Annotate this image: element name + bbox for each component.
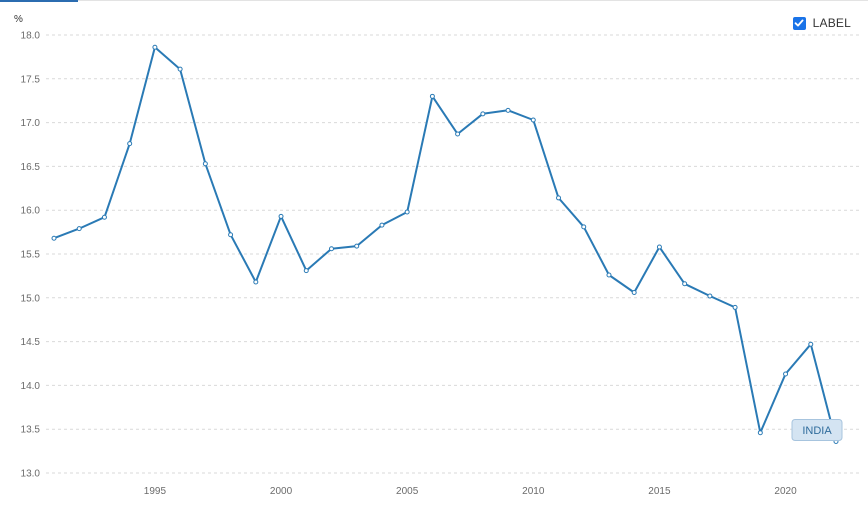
y-tick-label: 16.0 <box>21 206 41 217</box>
series-tag-group: INDIA <box>791 418 843 441</box>
x-tick-label: 2000 <box>270 486 293 497</box>
data-point <box>682 281 688 287</box>
data-point <box>379 222 385 228</box>
y-axis-ticks: 13.0 13.5 14.0 14.5 15.0 15.5 16.0 16.5 17.0 17.5… <box>21 31 41 480</box>
x-tick-label: 2005 <box>396 486 419 497</box>
y-tick-label: 15.0 <box>21 293 41 304</box>
data-point <box>328 246 334 252</box>
data-point <box>404 209 410 215</box>
data-point <box>177 66 183 72</box>
y-tick-label: 14.0 <box>21 381 41 392</box>
data-point <box>707 293 713 299</box>
data-point <box>101 214 107 220</box>
data-point <box>530 117 536 123</box>
data-point <box>732 304 738 310</box>
data-point <box>253 279 259 285</box>
y-tick-label: 13.0 <box>21 469 41 480</box>
series-name-tag: INDIA <box>791 418 843 441</box>
y-tick-label: 17.0 <box>21 118 41 129</box>
data-point <box>202 161 208 167</box>
data-point <box>480 111 486 117</box>
data-point <box>278 213 284 219</box>
checkmark-icon <box>794 19 804 27</box>
series-name-label: INDIA <box>802 425 832 437</box>
data-point <box>757 430 763 436</box>
top-accent-bar <box>0 0 78 2</box>
y-tick-label: 16.5 <box>21 162 41 173</box>
x-tick-label: 2020 <box>774 486 797 497</box>
data-point <box>505 107 511 113</box>
data-point <box>581 224 587 230</box>
y-tick-label: 18.0 <box>21 31 41 42</box>
data-point <box>455 131 461 137</box>
data-point <box>303 268 309 274</box>
data-point <box>429 93 435 99</box>
data-point <box>127 141 133 147</box>
series-group <box>51 44 839 444</box>
data-point <box>631 290 637 296</box>
legend-toggle[interactable]: LABEL <box>792 16 851 30</box>
legend-checkbox[interactable] <box>792 16 806 30</box>
data-point <box>606 272 612 278</box>
y-tick-label: 15.5 <box>21 250 41 261</box>
data-point <box>783 371 789 377</box>
y-tick-label: 14.5 <box>21 337 41 348</box>
x-tick-label: 2015 <box>648 486 671 497</box>
legend-label: LABEL <box>812 16 851 30</box>
y-axis-unit-label: % <box>14 14 23 25</box>
data-point <box>51 235 57 241</box>
data-point <box>556 195 562 201</box>
top-divider <box>78 0 868 1</box>
x-tick-label: 2010 <box>522 486 545 497</box>
gridlines <box>46 34 862 474</box>
x-axis-ticks: 1995 2000 2005 2010 2015 2020 <box>144 486 797 497</box>
data-point <box>656 244 662 250</box>
series-line <box>53 46 837 442</box>
data-point <box>152 44 158 50</box>
series-tag-box <box>791 418 843 441</box>
data-point <box>228 232 234 238</box>
data-point <box>808 341 814 347</box>
y-tick-label: 17.5 <box>21 74 41 85</box>
data-point <box>76 226 82 232</box>
data-point <box>354 243 360 249</box>
x-tick-label: 1995 <box>144 486 167 497</box>
y-tick-label: 13.5 <box>21 425 41 436</box>
